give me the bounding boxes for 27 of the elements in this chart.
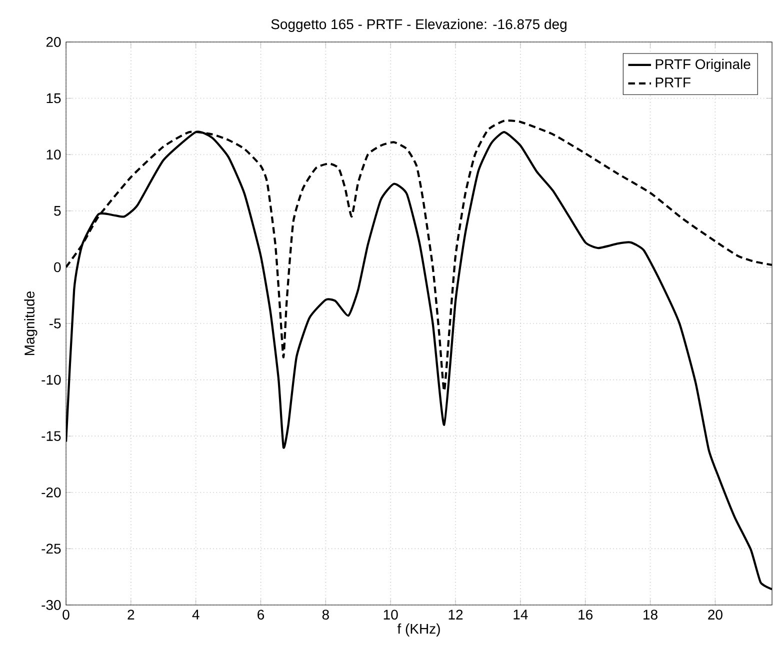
x-tick-label: 4 xyxy=(192,610,200,620)
x-tick-label: 10 xyxy=(384,610,398,620)
y-tick-label: -25 xyxy=(42,544,61,554)
y-tick-label: -15 xyxy=(42,431,61,441)
y-tick-label: 15 xyxy=(46,93,61,104)
x-tick-label: 14 xyxy=(514,610,528,620)
x-tick-label: 0 xyxy=(62,610,70,620)
x-tick-label: 6 xyxy=(258,610,264,620)
legend-label: PRTF xyxy=(656,78,690,88)
x-tick-label: 2 xyxy=(128,610,134,620)
y-tick-label: 0 xyxy=(54,262,61,272)
y-tick-label: -10 xyxy=(42,374,61,385)
x-axis-title: f (KHz) xyxy=(397,623,440,636)
x-tick-label: 8 xyxy=(322,610,329,620)
x-tick-label: 20 xyxy=(708,610,722,620)
y-tick-label: 5 xyxy=(54,206,61,216)
y-tick-label: 10 xyxy=(46,150,61,160)
y-tick-label: -5 xyxy=(49,318,61,328)
y-tick-label: -20 xyxy=(42,487,61,498)
x-tick-label: 12 xyxy=(448,610,463,620)
legend-label: PRTF Originale xyxy=(656,58,750,72)
y-axis-title: Magnitude xyxy=(24,291,38,356)
y-tick-label: 20 xyxy=(46,37,61,47)
y-tick-label: -30 xyxy=(42,600,61,610)
x-tick-label: 16 xyxy=(578,610,593,620)
chart-title: Soggetto 165 - PRTF - Elevazione: -16.875 deg xyxy=(271,18,566,32)
x-tick-label: 18 xyxy=(644,610,658,620)
